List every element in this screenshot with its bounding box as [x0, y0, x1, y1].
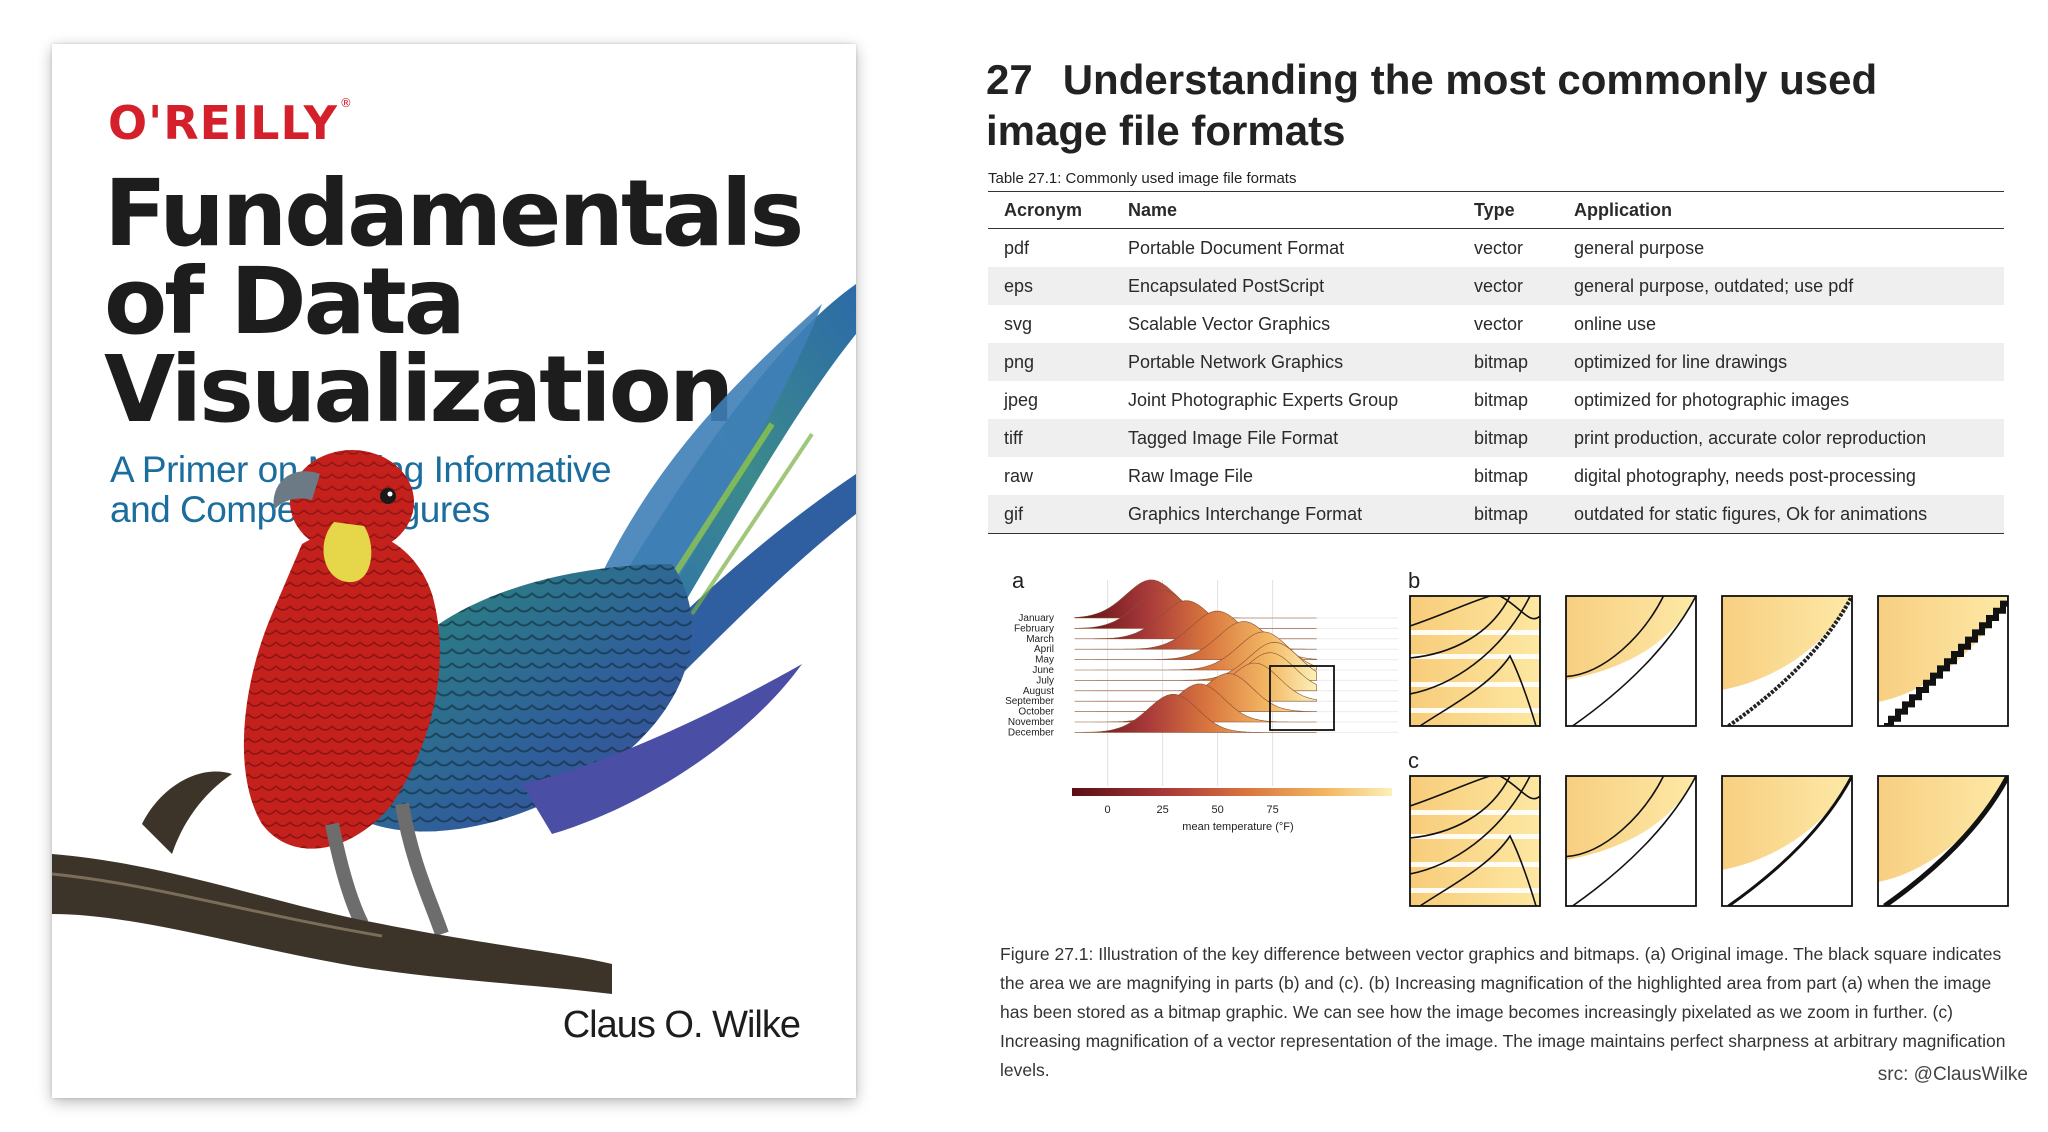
type-cell: vector	[1474, 313, 1524, 334]
acronym-cell: jpeg	[1004, 389, 1039, 410]
acronym-cell: png	[1004, 351, 1035, 372]
type-cell: bitmap	[1474, 427, 1529, 448]
x-axis-title: mean temperature (°F)	[1182, 821, 1293, 833]
table-row: pdf Portable Document Format vector gene…	[988, 229, 2004, 268]
type-cell: vector	[1474, 275, 1524, 296]
bitmap-zoom-panel	[1877, 595, 2009, 727]
book-author: Claus O. Wilke	[562, 1004, 801, 1046]
month-label: February	[1014, 623, 1054, 634]
temperature-color-bar	[1072, 788, 1392, 796]
panel-label-b: b	[1408, 568, 1420, 593]
name-cell: Portable Document Format	[1128, 237, 1345, 258]
source-credit: src: @ClausWilke	[1877, 1064, 2028, 1085]
publisher-logo: O'REILLY ®	[108, 96, 353, 150]
application-cell: general purpose	[1574, 237, 1705, 258]
month-label: September	[1005, 696, 1055, 707]
file-formats-table: Acronym Name Type Application pdf Portab…	[988, 191, 2004, 534]
month-label: October	[1018, 707, 1054, 718]
column-header: Type	[1474, 199, 1515, 220]
bitmap-zoom-panel	[1565, 595, 1697, 727]
acronym-cell: svg	[1004, 313, 1033, 334]
table-row: raw Raw Image File bitmap digital photog…	[988, 457, 2004, 495]
ridgeline-plot: JanuaryFebruaryMarchAprilMayJuneJulyAugu…	[1005, 579, 1398, 833]
name-cell: Scalable Vector Graphics	[1128, 313, 1331, 334]
month-label: January	[1018, 613, 1054, 624]
vector-zoom-panel	[1565, 775, 1697, 907]
type-cell: bitmap	[1474, 503, 1529, 524]
book-title: Fundamentals of Data Visualization	[104, 160, 804, 443]
chapter-heading: 27 Understanding the most commonly used i…	[986, 54, 1966, 156]
application-cell: optimized for photographic images	[1574, 389, 1850, 410]
application-cell: optimized for line drawings	[1574, 351, 1788, 372]
name-cell: Tagged Image File Format	[1128, 427, 1339, 448]
bitmap-zoom-panel	[1721, 595, 1853, 727]
figure-caption: Figure 27.1: Illustration of the key dif…	[1000, 944, 2006, 1080]
month-label: June	[1032, 665, 1054, 676]
table-row: png Portable Network Graphics bitmap opt…	[988, 343, 2004, 381]
application-cell: outdated for static figures, Ok for anim…	[1574, 503, 1928, 524]
ridge-december	[1074, 693, 1317, 733]
bitmap-zoom-panel	[1409, 595, 1541, 727]
month-label: May	[1035, 655, 1054, 666]
acronym-cell: eps	[1004, 275, 1034, 296]
application-cell: online use	[1574, 313, 1657, 334]
acronym-cell: gif	[1004, 503, 1024, 524]
ridge-march	[1074, 600, 1317, 640]
type-cell: bitmap	[1474, 389, 1529, 410]
chapter-number: 27	[986, 56, 1033, 103]
acronym-cell: tiff	[1004, 427, 1023, 448]
month-label: August	[1023, 686, 1054, 697]
name-cell: Raw Image File	[1128, 465, 1254, 486]
month-label: July	[1036, 675, 1054, 686]
month-label: November	[1008, 717, 1055, 728]
ridge-november	[1074, 683, 1317, 723]
table-header-row: Acronym Name Type Application	[988, 191, 2004, 229]
table-row: jpeg Joint Photographic Experts Group bi…	[988, 381, 2004, 419]
name-cell: Portable Network Graphics	[1128, 351, 1344, 372]
table-row: eps Encapsulated PostScript vector gener…	[988, 267, 2004, 305]
magnification-box	[1269, 665, 1335, 731]
x-tick-label: 25	[1156, 804, 1168, 816]
x-tick-label: 75	[1266, 804, 1278, 816]
book-subtitle: A Primer on Making Informative and Compe…	[110, 449, 612, 530]
table-caption: Table 27.1: Commonly used image file for…	[988, 170, 1297, 187]
column-header: Application	[1574, 199, 1672, 220]
panel-label-c: c	[1408, 748, 1419, 773]
column-header: Acronym	[1004, 199, 1083, 220]
x-tick-label: 0	[1105, 804, 1111, 816]
x-tick-label: 50	[1211, 804, 1223, 816]
acronym-cell: pdf	[1004, 237, 1030, 258]
table-row: svg Scalable Vector Graphics vector onli…	[988, 305, 2004, 343]
type-cell: bitmap	[1474, 465, 1529, 486]
vector-zoom-panel	[1721, 775, 1853, 907]
application-cell: print production, accurate color reprodu…	[1574, 427, 1927, 448]
book-cover: O'REILLY ® Fundamentals of Data Visualiza…	[52, 44, 856, 1098]
month-label: March	[1026, 634, 1054, 645]
table-row: gif Graphics Interchange Format bitmap o…	[988, 495, 2004, 534]
table-row: tiff Tagged Image File Format bitmap pri…	[988, 419, 2004, 457]
application-cell: digital photography, needs post-processi…	[1574, 465, 1916, 486]
month-label: December	[1008, 727, 1055, 738]
vector-zoom-panel	[1409, 775, 1541, 907]
vector-zoom-panel	[1877, 775, 2009, 907]
parrot-illustration	[52, 284, 856, 994]
month-label: April	[1034, 644, 1054, 655]
vector-vs-bitmap-figure: a b c JanuaryFebruaryMarchAprilMayJuneJu…	[1005, 568, 2009, 907]
chapter-title: Understanding the most commonly used ima…	[986, 56, 1878, 154]
application-cell: general purpose, outdated; use pdf	[1574, 275, 1854, 296]
acronym-cell: raw	[1004, 465, 1034, 486]
column-header: Name	[1128, 199, 1178, 220]
name-cell: Joint Photographic Experts Group	[1128, 389, 1399, 410]
panel-label-a: a	[1012, 568, 1025, 593]
name-cell: Graphics Interchange Format	[1128, 503, 1363, 524]
type-cell: vector	[1474, 237, 1524, 258]
name-cell: Encapsulated PostScript	[1128, 275, 1325, 296]
type-cell: bitmap	[1474, 351, 1529, 372]
